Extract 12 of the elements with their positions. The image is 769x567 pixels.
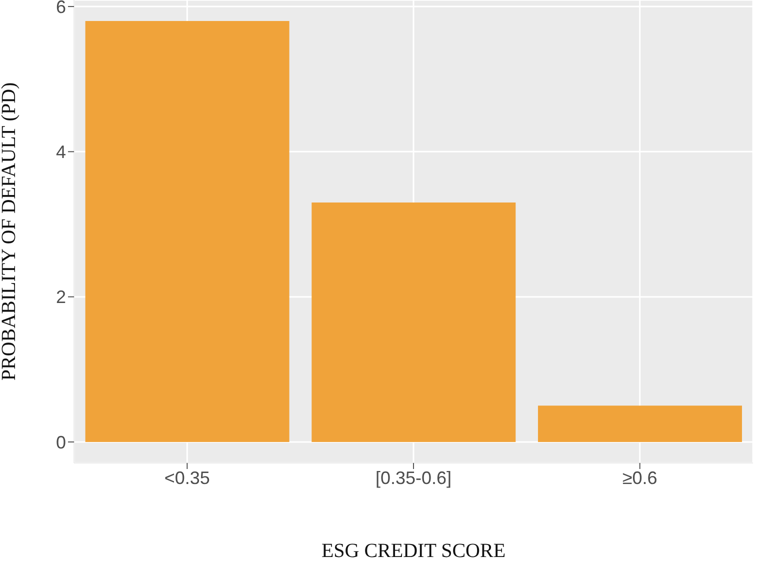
y-axis-title: PROBABILITY OF DEFAULT (PD): [0, 82, 20, 381]
y-tick-label: 2: [56, 287, 66, 308]
x-tick-label: [0.35-0.6]: [375, 468, 452, 488]
y-tick-label: 6: [56, 0, 66, 17]
bar: [312, 202, 516, 442]
x-tick-label: ≥0.6: [622, 468, 658, 488]
x-tick-label: <0.35: [164, 468, 210, 488]
x-axis-title: ESG CREDIT SCORE: [321, 540, 506, 562]
y-tick-label: 4: [56, 142, 66, 162]
bar: [85, 21, 290, 442]
y-tick-label: 0: [56, 432, 66, 452]
bar: [538, 406, 742, 442]
